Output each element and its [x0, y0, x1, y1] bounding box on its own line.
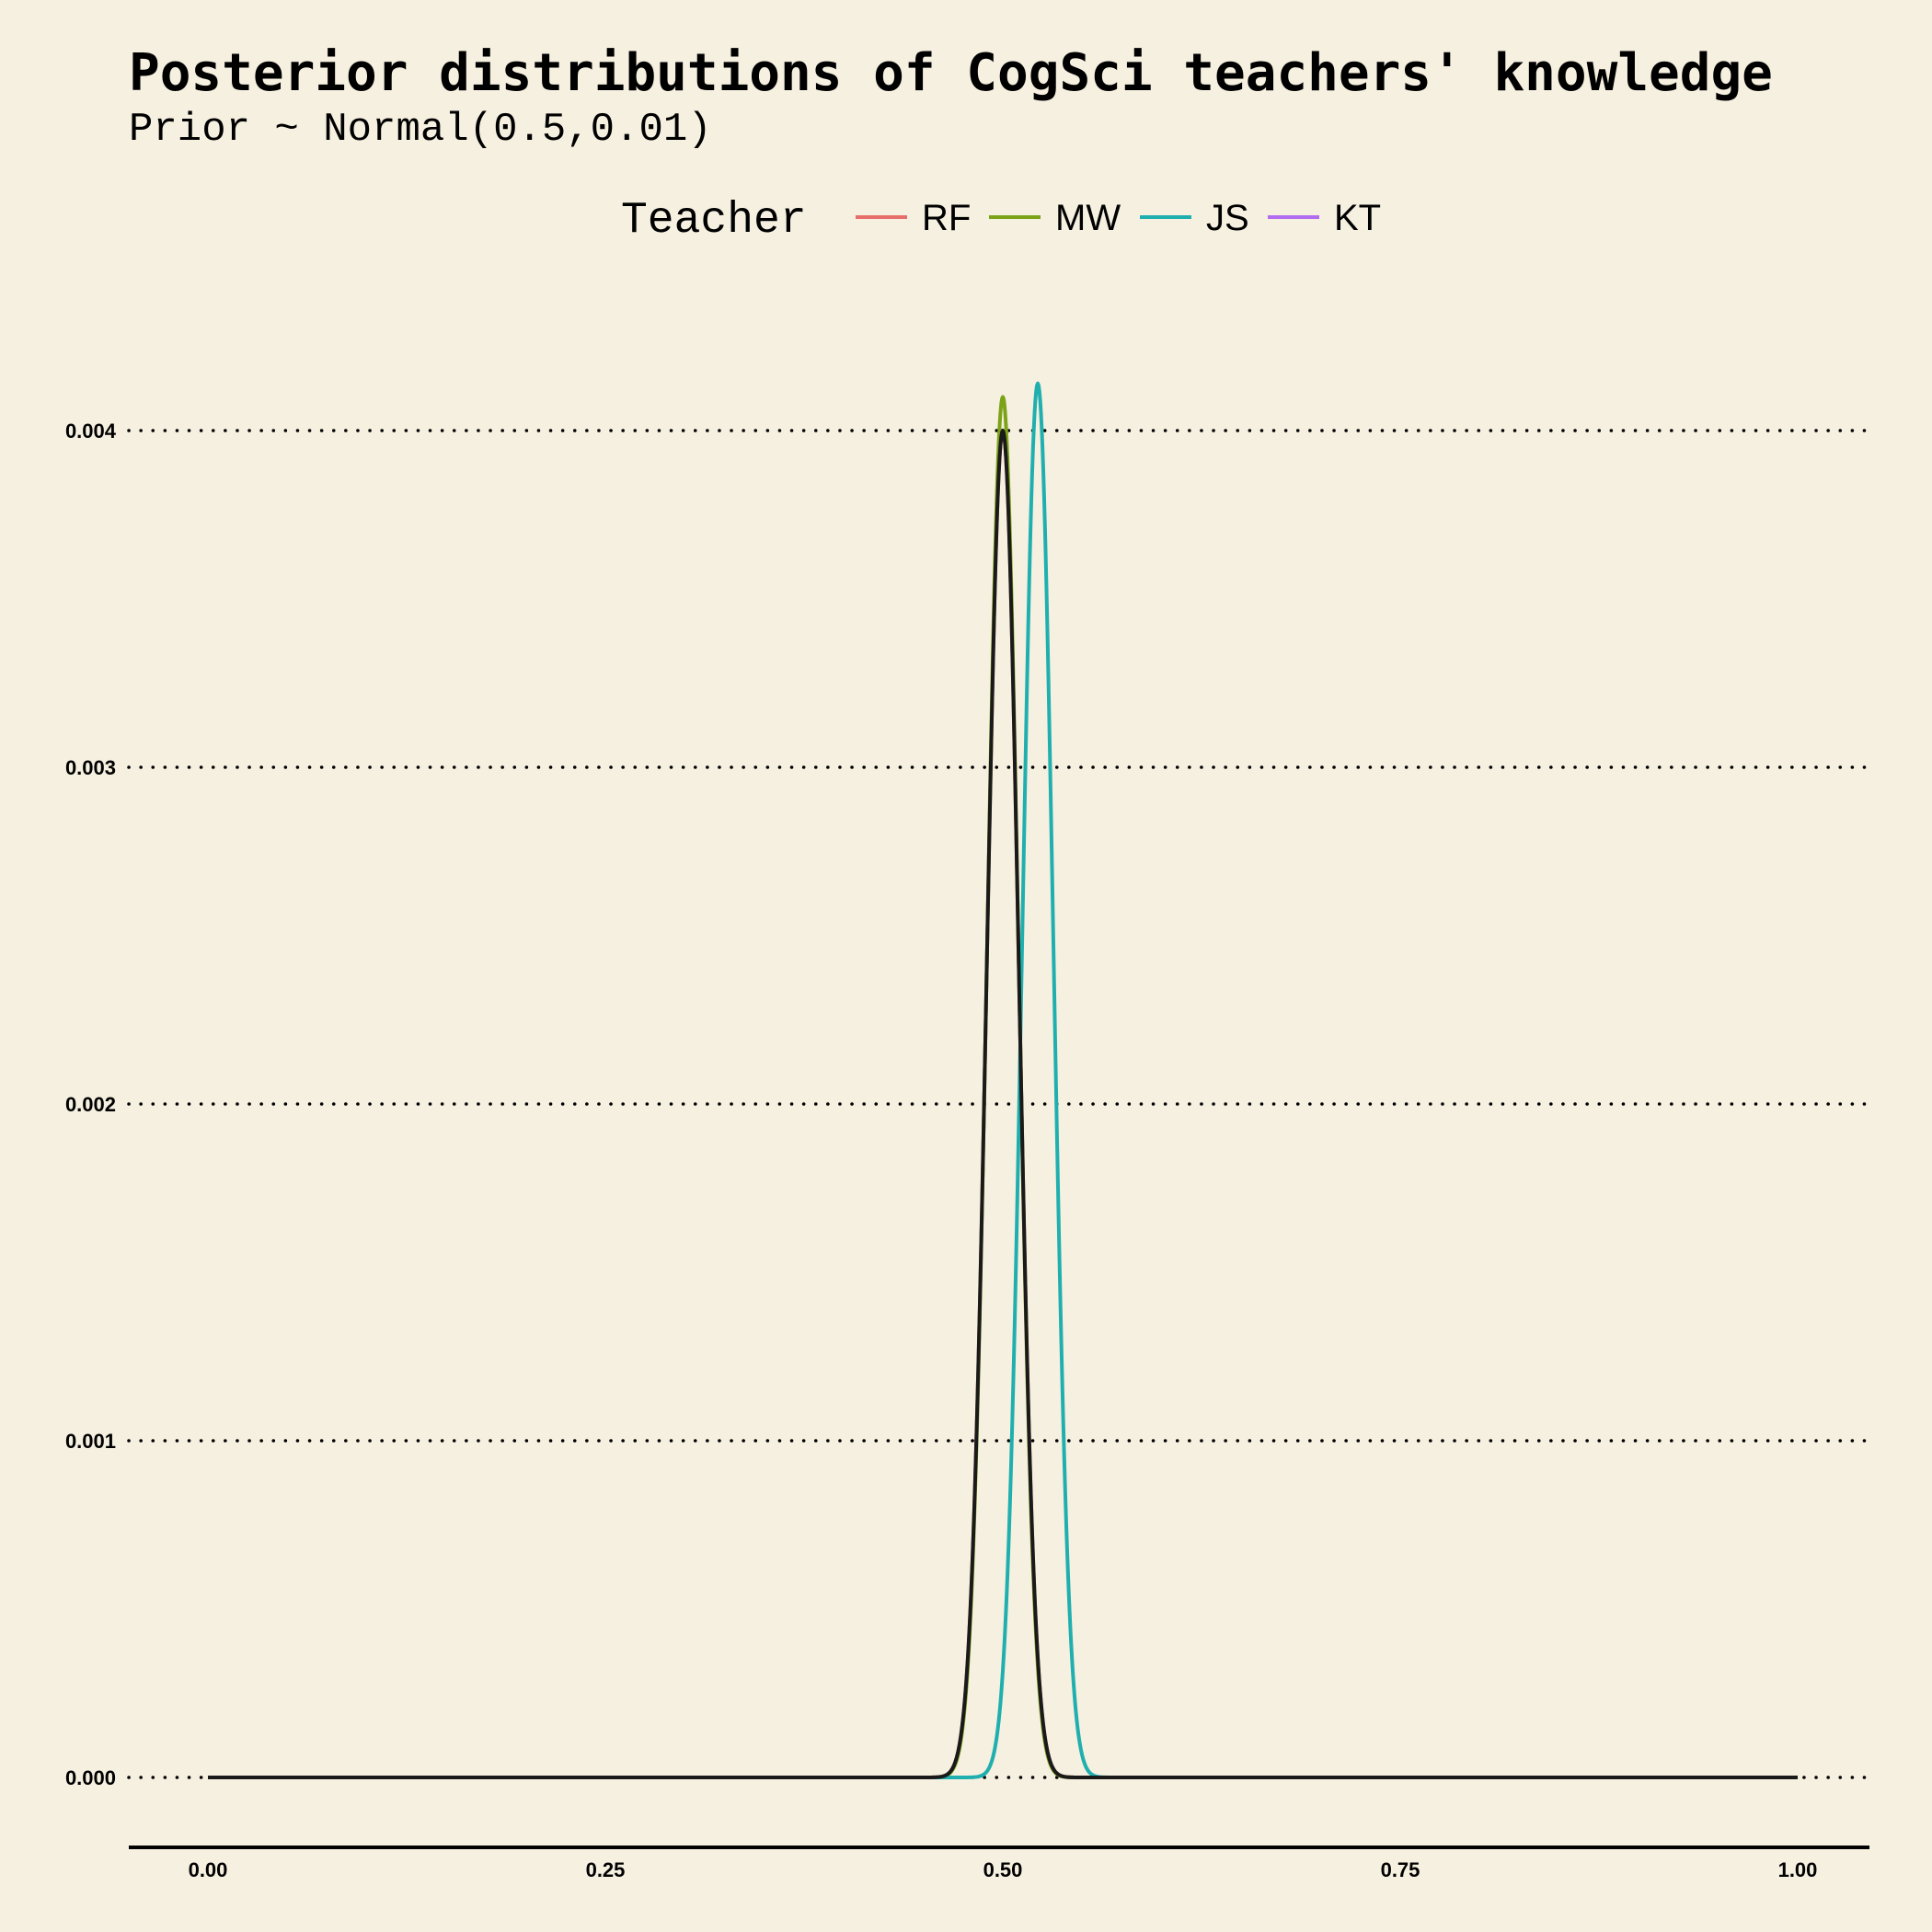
- y-axis-ticks: 0.000 0.001 0.002 0.003 0.004: [65, 420, 117, 1789]
- series-lines: [206, 381, 1800, 1779]
- y-tick-label-0.002: 0.002: [65, 1093, 116, 1116]
- legend-label-rf: RF: [922, 198, 971, 238]
- x-tick-label-0.50: 0.50: [983, 1858, 1023, 1881]
- chart-subtitle: Prior ~ Normal(0.5,0.01): [129, 107, 712, 153]
- y-tick-label-0.000: 0.000: [65, 1766, 116, 1789]
- x-tick-label-0.00: 0.00: [189, 1858, 228, 1881]
- legend-item-rf: RF: [856, 198, 971, 238]
- y-tick-label-0.004: 0.004: [65, 420, 117, 443]
- legend: Teacher RF MW JS KT: [621, 196, 1381, 246]
- chart-title: Posterior distributions of CogSci teache…: [129, 43, 1773, 103]
- x-tick-label-0.75: 0.75: [1381, 1858, 1420, 1881]
- grid-lines: [127, 429, 1871, 1779]
- x-tick-label-1.00: 1.00: [1778, 1858, 1818, 1881]
- x-tick-label-0.25: 0.25: [586, 1858, 626, 1881]
- series-line-mw: [206, 395, 1800, 1779]
- series-line-js: [206, 381, 1800, 1779]
- series-line-kt: [206, 429, 1800, 1779]
- series-line-rf: [206, 429, 1800, 1779]
- legend-title: Teacher: [621, 196, 807, 246]
- x-axis: 0.00 0.25 0.50 0.75 1.00: [129, 1846, 1869, 1881]
- y-tick-label-0.001: 0.001: [65, 1430, 116, 1453]
- legend-label-mw: MW: [1055, 198, 1121, 238]
- legend-item-mw: MW: [989, 198, 1121, 238]
- legend-item-js: JS: [1140, 198, 1249, 238]
- legend-item-kt: KT: [1268, 198, 1381, 238]
- legend-items: RF MW JS KT: [856, 198, 1381, 238]
- y-tick-label-0.003: 0.003: [65, 756, 116, 779]
- legend-label-js: JS: [1206, 198, 1249, 238]
- legend-label-kt: KT: [1334, 198, 1381, 238]
